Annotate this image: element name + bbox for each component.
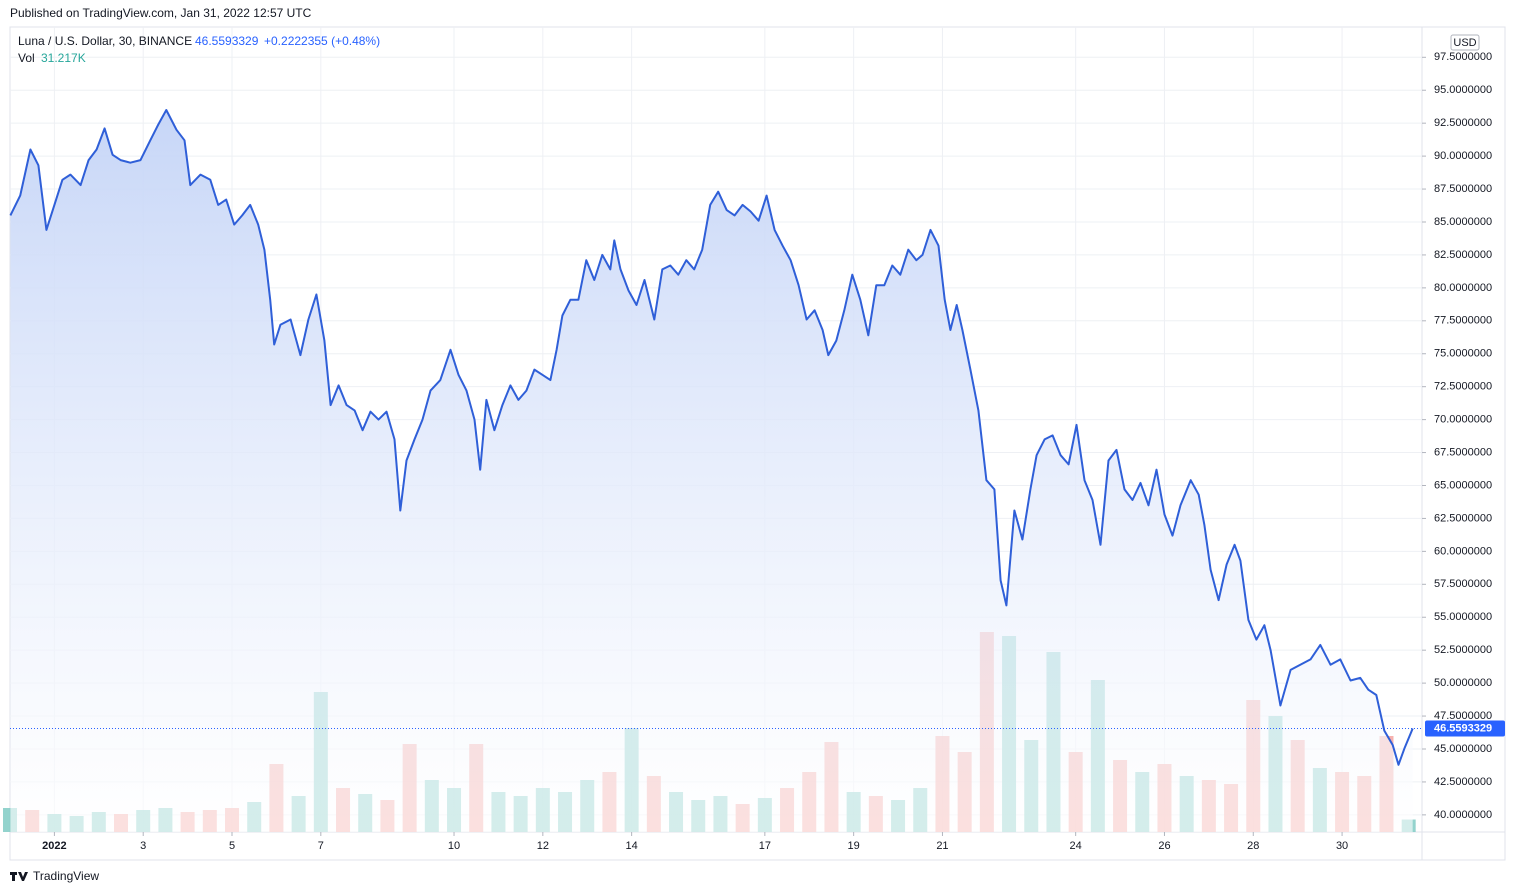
x-tick-label: 14: [626, 840, 638, 852]
x-tick-label: 7: [318, 840, 324, 852]
x-tick-label: 28: [1247, 840, 1259, 852]
y-tick-label: 92.5000000: [1434, 117, 1492, 129]
footer-brand: TradingView: [33, 869, 99, 883]
volume-last: 31.217K: [41, 51, 86, 65]
published-note: Published on TradingView.com, Jan 31, 20…: [10, 6, 312, 20]
y-tick-label: 65.0000000: [1434, 479, 1492, 491]
x-tick-label: 12: [537, 840, 549, 852]
y-tick-label: 85.0000000: [1434, 216, 1492, 228]
currency-box: [1450, 34, 1480, 51]
last-price-tag: [1425, 720, 1505, 737]
y-tick-label: 52.5000000: [1434, 644, 1492, 656]
symbol: Luna / U.S. Dollar, 30, BINANCE: [18, 34, 192, 48]
y-tick-label: 50.0000000: [1434, 677, 1492, 689]
price-pane: [9, 109, 1422, 832]
x-tick-label: 2022: [42, 840, 66, 852]
y-tick-label: 72.5000000: [1434, 381, 1492, 393]
x-tick-label: 5: [229, 840, 235, 852]
y-tick-label: 57.5000000: [1434, 578, 1492, 590]
price-change: +0.2222355 (+0.48%): [264, 34, 380, 48]
y-tick-label: 82.5000000: [1434, 249, 1492, 261]
x-tick-label: 17: [759, 840, 771, 852]
y-tick-label: 42.5000000: [1434, 776, 1492, 788]
y-tick-label: 77.5000000: [1434, 315, 1492, 327]
x-tick-label: 21: [936, 840, 948, 852]
y-tick-label: 47.5000000: [1434, 710, 1492, 722]
x-tick-label: 26: [1158, 840, 1170, 852]
logo: [10, 872, 28, 881]
last-price: 46.5593329: [195, 34, 259, 48]
volume-name: Vol: [18, 51, 35, 65]
y-tick-label: 80.0000000: [1434, 282, 1492, 294]
y-tick-label: 90.0000000: [1434, 150, 1492, 162]
y-tick-label: 97.5000000: [1434, 51, 1492, 63]
x-tick-label: 19: [848, 840, 860, 852]
x-tick-label: 30: [1336, 840, 1348, 852]
chart-frame: [9, 26, 1506, 861]
y-tick-label: 75.0000000: [1434, 348, 1492, 360]
y-tick-label: 70.0000000: [1434, 414, 1492, 426]
y-tick-label: 67.5000000: [1434, 446, 1492, 458]
y-tick-label: 60.0000000: [1434, 545, 1492, 557]
axes: 40.0000000 42.5000000 45.0000000 47.5000000…: [42, 51, 1505, 852]
price-area: [10, 110, 1413, 832]
x-tick-label: 10: [448, 840, 460, 852]
y-tick-label: 62.5000000: [1434, 512, 1492, 524]
y-tick-label: 95.0000000: [1434, 84, 1492, 96]
x-tick-label: 3: [140, 840, 146, 852]
y-tick-label: 87.5000000: [1434, 183, 1492, 195]
currency: USD: [1453, 37, 1476, 49]
price-line: [9, 109, 1414, 766]
x-tick-label: 24: [1070, 840, 1082, 852]
y-tick-label: 45.0000000: [1434, 743, 1492, 755]
y-tick-label: 40.0000000: [1434, 809, 1492, 821]
y-tick-label: 55.0000000: [1434, 611, 1492, 623]
last-price-tag-label: 46.5593329: [1434, 722, 1492, 734]
